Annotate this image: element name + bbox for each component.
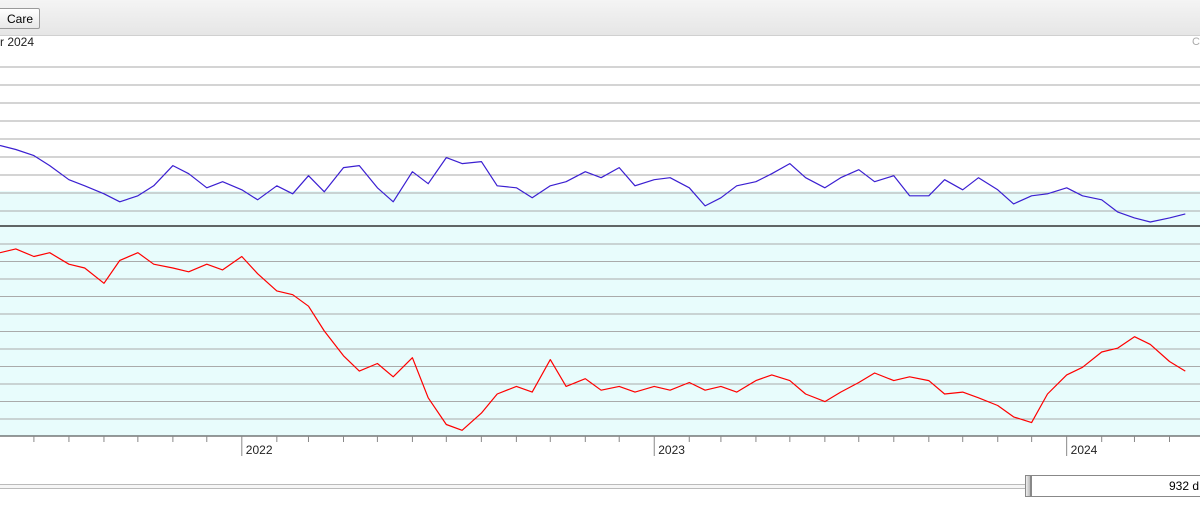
lower-series-line bbox=[0, 248, 1186, 431]
x-tick-label: 2024 bbox=[1071, 443, 1098, 457]
x-tick-label: 2022 bbox=[246, 443, 273, 457]
range-readout: 932 d bbox=[1031, 475, 1200, 497]
date-range-label: r 2024 bbox=[0, 35, 35, 49]
corner-label: C bbox=[1192, 36, 1200, 48]
upper-series-line bbox=[0, 144, 1186, 223]
scroll-handle[interactable] bbox=[1025, 475, 1031, 497]
upper-panel-band bbox=[0, 191, 1200, 226]
x-tick-label: 2023 bbox=[658, 443, 685, 457]
toolbar: Care bbox=[0, 0, 1200, 36]
chart-area[interactable]: 2022 2023 2024 bbox=[0, 52, 1200, 472]
care-tab-button[interactable]: Care bbox=[0, 8, 41, 29]
time-scrollbar-track[interactable] bbox=[0, 484, 1030, 489]
